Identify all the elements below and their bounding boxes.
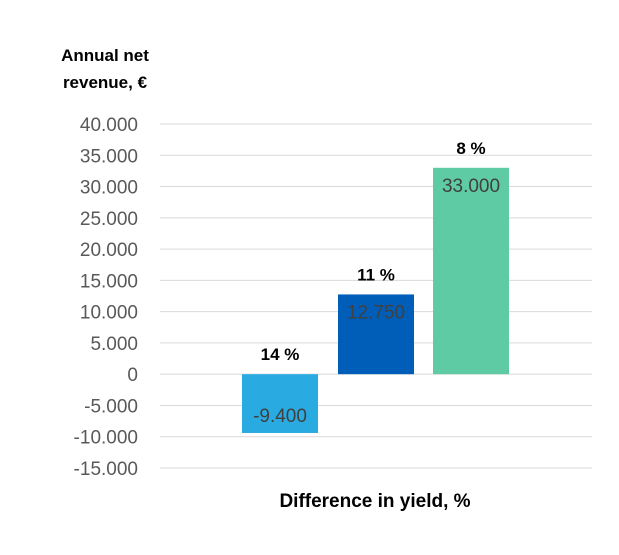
bar-value-label: -9.400: [253, 406, 307, 427]
y-tick-label: -5.000: [84, 396, 138, 417]
category-label: 8 %: [456, 139, 485, 158]
gridlines: [160, 123, 592, 469]
y-tick-label: 10.000: [80, 303, 138, 324]
y-axis-title-line-1: Annual net: [61, 46, 149, 65]
bar: [433, 167, 509, 375]
y-tick-label: -10.000: [74, 428, 138, 449]
bar-labels: -9.400 14 % 12.750 11 % 33.000 8 %: [253, 139, 500, 427]
bar-value-label: 12.750: [347, 302, 405, 323]
y-tick-label: 0: [127, 365, 138, 386]
y-tick-label: 35.000: [80, 146, 138, 167]
category-label: 14 %: [261, 345, 300, 364]
bar-value-label: 33.000: [442, 176, 500, 197]
y-axis-title: Annual net revenue, €: [40, 42, 170, 96]
y-tick-label: -15.000: [74, 459, 138, 480]
y-tick-label: 40.000: [80, 115, 138, 136]
bar: [242, 374, 318, 433]
y-tick-label: 20.000: [80, 240, 138, 261]
y-axis-title-line-2: revenue, €: [62, 73, 148, 92]
y-tick-label: 15.000: [80, 271, 138, 292]
category-label: 11 %: [357, 265, 395, 284]
y-tick-label: 5.000: [90, 334, 138, 355]
y-tick-label: 30.000: [80, 178, 138, 199]
x-axis-title: Difference in yield, %: [279, 491, 470, 512]
bars: [242, 167, 509, 433]
bar: [338, 294, 414, 375]
y-tick-label: 25.000: [80, 209, 138, 230]
y-axis-ticks: 40.000 35.000 30.000 25.000 20.000 15.000 10.0…: [74, 115, 138, 480]
